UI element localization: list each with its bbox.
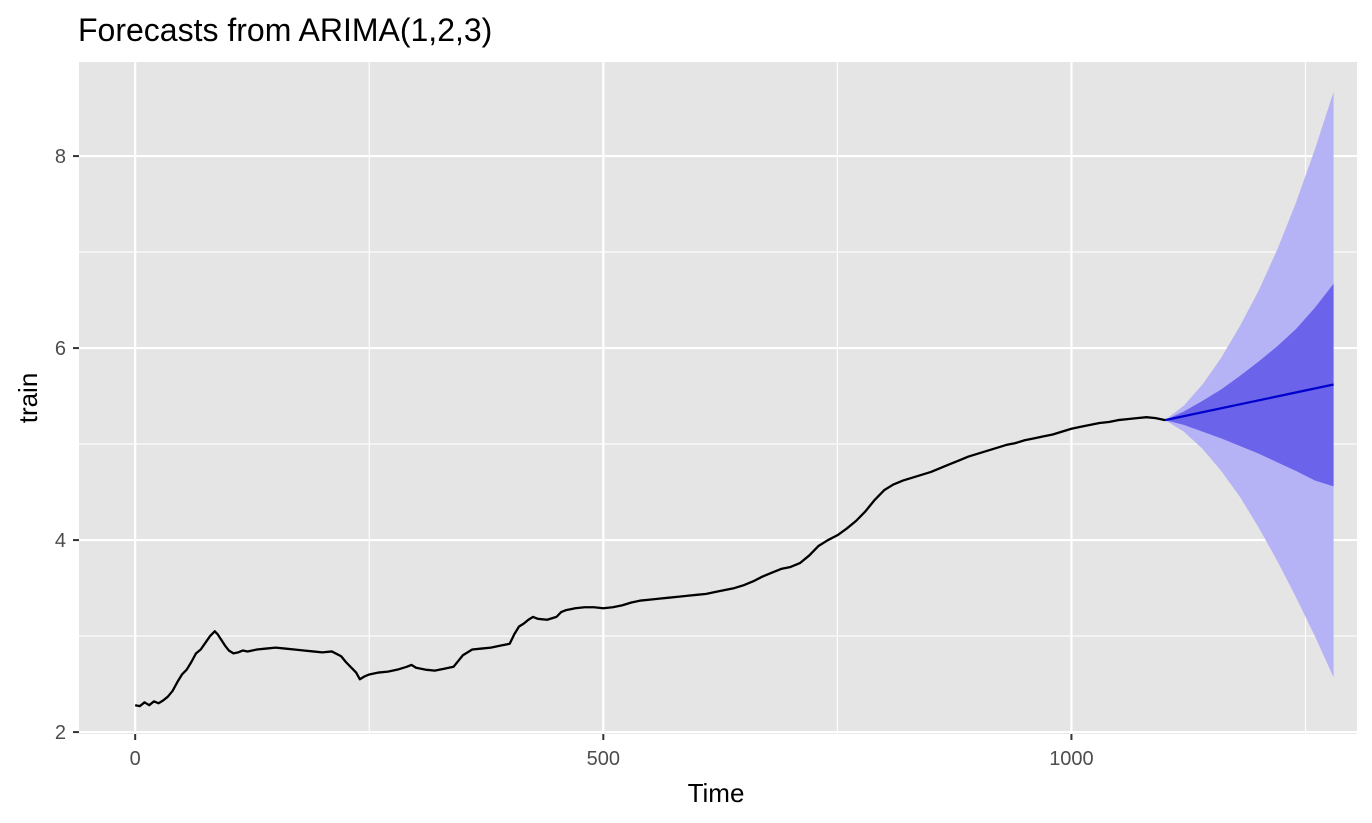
y-tick-label: 6 [55,338,66,360]
x-tick-label: 0 [130,748,141,770]
series-line-forecast [1164,383,1334,422]
x-tick-label: 1000 [1049,748,1094,770]
y-tick-label: 8 [55,146,66,168]
y-tick-label: 4 [55,530,66,552]
y-axis-title: train [13,373,43,424]
series-line-train [134,416,1166,708]
x-axis-ticks: 0 500 1000 [130,734,1094,770]
x-axis-title: Time [688,778,745,808]
series-lines [134,383,1334,708]
interval-band-80 [1165,283,1334,487]
major-gridlines [79,62,1357,734]
y-tick-label: 2 [55,722,66,744]
y-axis-ticks: 2 4 6 8 [55,146,79,744]
x-tick-label: 500 [587,748,620,770]
prediction-intervals [1165,91,1334,678]
chart-title: Forecasts from ARIMA(1,2,3) [78,12,492,48]
plot-panel [79,62,1357,734]
